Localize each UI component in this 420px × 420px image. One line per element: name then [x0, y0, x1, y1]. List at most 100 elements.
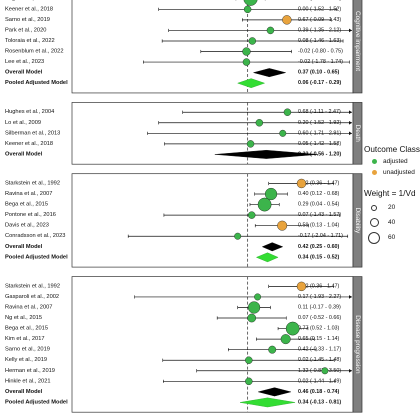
row-effect-text: 0.65 (0.15 - 1.14): [298, 336, 340, 342]
point-estimate: [247, 211, 256, 219]
row-label: Ravina et al., 2007: [5, 191, 52, 197]
legend-size-label-60: 60: [388, 234, 396, 241]
row-label: Pontone et al., 2016: [5, 212, 56, 218]
row-label: Sarno et al., 2019: [5, 347, 50, 353]
point-estimate: [268, 345, 277, 354]
legend-size-title: Weight = 1/Vd: [364, 189, 416, 198]
legend-color-title: Outcome Class: [364, 145, 420, 154]
row-effect-text: 0.32 (-0.56 - 1.20): [298, 151, 341, 157]
point-estimate: [247, 301, 261, 314]
row-effect-text: 0.34 (0.15 - 0.52): [298, 254, 340, 260]
row-label: Bega et al., 2015: [5, 202, 48, 208]
facet-strip-label: Cognitive impairment: [354, 11, 361, 71]
point-estimate: [296, 281, 307, 292]
point-estimate: [245, 377, 253, 386]
row-label: Pooled Adjusted Model: [5, 399, 68, 405]
row-label: Davis et al., 2023: [5, 223, 49, 229]
panel-border: [71, 173, 354, 268]
row-effect-text: 0.77 (0.52 - 1.03): [298, 326, 340, 332]
legend-size-40: 40: [364, 215, 420, 230]
legend-dot-unadjusted: [372, 170, 377, 175]
ci-arrow-right: [349, 28, 352, 33]
row-label: Park et al., 2020: [5, 27, 46, 33]
row-effect-text: 0.29 (0.04 - 0.54): [298, 202, 340, 208]
pooled-model-diamond: [239, 397, 296, 408]
overall-model-diamond: [258, 387, 291, 397]
row-label: Herman et al., 2019: [5, 368, 55, 374]
point-estimate: [321, 367, 329, 375]
ci-arrow-right: [349, 131, 352, 136]
row-effect-text: 0.42 (-0.33 - 1.17): [298, 347, 341, 353]
legend-size-20: 20: [364, 200, 420, 215]
point-estimate: [282, 15, 292, 25]
row-label: Overall Model: [5, 70, 43, 76]
point-estimate: [246, 140, 255, 148]
row-effect-text: 0.37 (0.10 - 0.65): [298, 70, 340, 76]
ci-arrow-right: [349, 110, 352, 115]
row-label: Silberman et al., 2013: [5, 130, 60, 136]
row-label: Starkstein et al., 1992: [5, 180, 60, 186]
row-label: Pooled Adjusted Model: [5, 80, 68, 86]
legend-size-label-40: 40: [388, 219, 396, 226]
row-effect-text: 0.07 (-0.52 - 0.66): [298, 315, 341, 321]
row-label: Sarno et al., 2019: [5, 17, 50, 23]
legend-size-label-20: 20: [388, 204, 396, 211]
row-label: Rosenblum et al., 2022: [5, 49, 64, 55]
point-estimate: [264, 187, 278, 201]
row-effect-text: 0.42 (0.25 - 0.60): [298, 244, 340, 250]
point-estimate: [257, 197, 272, 212]
row-label: Kim et al., 2017: [5, 336, 45, 342]
facet-strip: [352, 102, 363, 165]
row-label: Starkstein et al., 1992: [5, 283, 60, 289]
point-estimate: [243, 5, 252, 14]
legend-label-adjusted: adjusted: [383, 158, 408, 165]
point-estimate: [245, 356, 253, 364]
point-estimate: [280, 334, 291, 345]
point-estimate: [266, 26, 275, 35]
overall-model-diamond: [261, 242, 284, 252]
point-estimate: [247, 313, 257, 323]
row-effect-text: 0.06 (-0.17 - 0.29): [298, 80, 341, 86]
legend-size-circle-40: [369, 218, 379, 227]
legend-size-circle-60: [368, 231, 380, 244]
point-estimate: [248, 37, 257, 45]
row-label: Hughes et al., 2004: [5, 109, 54, 115]
row-label: Lo et al., 2009: [5, 120, 41, 126]
row-label: Overall Model: [5, 151, 43, 157]
legend-item-adjusted: adjusted: [364, 156, 420, 167]
row-label: Gasparoli et al., 2002: [5, 294, 59, 300]
row-label: Pooled Adjusted Model: [5, 254, 68, 260]
facet-strip: [352, 0, 363, 94]
facet-panel-0: Cognitive impairment Bega et al., 2015 0.0…: [5, 0, 363, 94]
point-estimate: [279, 129, 287, 137]
row-effect-text: 0.34 (-0.13 - 0.81): [298, 399, 341, 405]
row-effect-text: 0.46 (0.18 - 0.74): [298, 389, 340, 395]
point-estimate: [296, 178, 307, 189]
legend-size-60: 60: [364, 230, 420, 245]
point-estimate: [254, 293, 262, 301]
row-effect-text: 0.40 (0.12 - 0.68): [298, 191, 340, 197]
ci-arrow-right: [349, 368, 352, 373]
facet-strip-label: Disease progression: [354, 315, 361, 374]
panel-border: [71, 0, 354, 94]
row-label: Ng et al., 2015: [5, 315, 42, 321]
row-label: Hinkle et al., 2021: [5, 378, 51, 384]
point-estimate: [234, 232, 242, 240]
legend-dot-adjusted: [372, 159, 377, 164]
point-estimate: [285, 321, 300, 336]
facet-strip: [352, 173, 363, 268]
facet-strip-label: Disability: [354, 208, 361, 234]
row-effect-text: 0.05 (-0.20 - 0.30): [298, 0, 341, 2]
ci-arrow-right: [349, 120, 352, 125]
row-label: Conradsson et al., 2023: [5, 233, 65, 239]
row-label: Kelly et al., 2019: [5, 357, 47, 363]
row-label: Toloraia et al., 2022: [5, 38, 55, 44]
row-label: Bega et al., 2015: [5, 326, 48, 332]
panel-border: [71, 276, 354, 413]
legend-item-unadjusted: unadjusted: [364, 167, 420, 178]
facet-strip-label: Death: [354, 125, 361, 142]
point-estimate: [243, 0, 258, 6]
point-estimate: [242, 58, 251, 66]
